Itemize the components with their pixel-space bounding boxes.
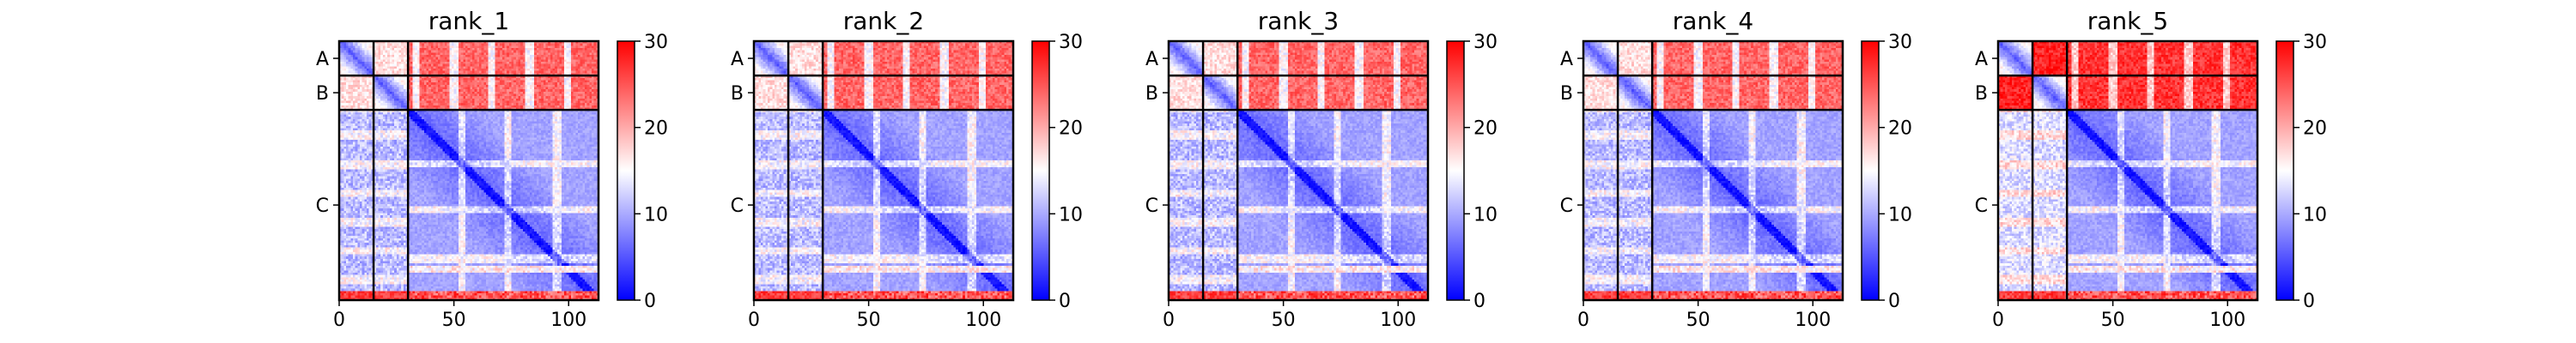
heatmap-cells — [339, 41, 599, 301]
panel-title: rank_1 — [428, 7, 509, 35]
